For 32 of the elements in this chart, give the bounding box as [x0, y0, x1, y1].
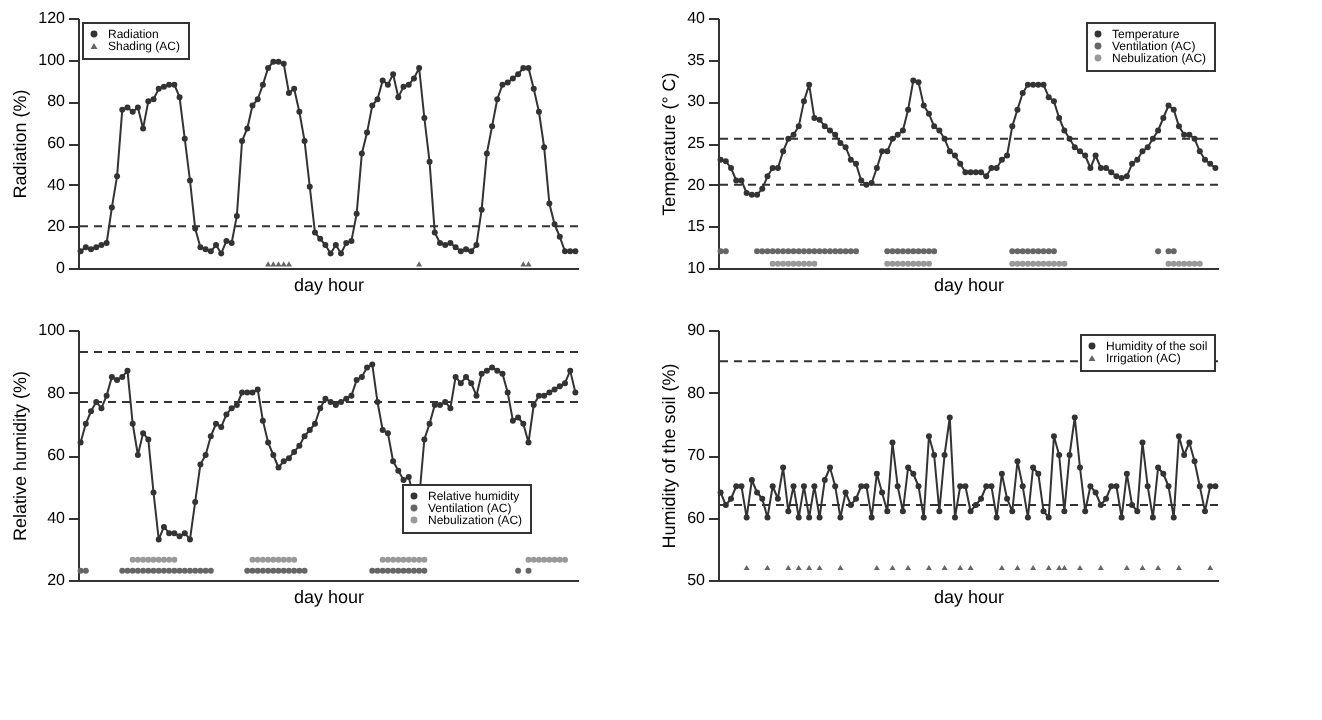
y-axis-title: Temperature (° C): [659, 72, 680, 216]
x-axis-title: day hour: [933, 587, 1005, 607]
y-tick-label: 60: [47, 446, 67, 464]
y-tick-label: 50: [687, 571, 707, 589]
y-tick-label: 40: [687, 9, 707, 27]
y-tick-label: 0: [56, 259, 67, 277]
y-tick-label: 40: [47, 508, 67, 527]
y-tick-label: 30: [687, 92, 707, 111]
y-axis-title: Relative humidity (%): [10, 370, 31, 542]
y-tick-label: 70: [687, 446, 707, 464]
y-tick-label: 120: [38, 9, 67, 27]
y-tick-label: 25: [687, 134, 707, 152]
y-tick-label: 80: [687, 383, 707, 402]
y-axis-title: Radiation (%): [10, 89, 31, 199]
y-tick-label: 35: [687, 50, 707, 69]
y-tick-label: 100: [38, 321, 67, 339]
y-tick-label: 100: [38, 50, 67, 69]
y-axis-title: Humidity of the soil (%): [659, 363, 680, 549]
y-tick-label: 20: [47, 571, 67, 589]
y-tick-label: 90: [687, 321, 707, 339]
y-tick-label: 40: [47, 175, 67, 194]
x-axis-title: day hour: [293, 587, 365, 607]
y-tick-label: 80: [47, 92, 67, 111]
x-axis-title: day hour: [293, 275, 365, 295]
y-tick-label: 20: [47, 217, 67, 236]
y-tick-label: 15: [687, 217, 707, 236]
y-tick-label: 80: [47, 383, 67, 402]
y-tick-label: 20: [687, 175, 707, 194]
y-tick-label: 60: [687, 508, 707, 527]
x-axis-title: day hour: [933, 275, 1005, 295]
y-tick-label: 10: [687, 259, 707, 277]
y-tick-label: 60: [47, 134, 67, 152]
